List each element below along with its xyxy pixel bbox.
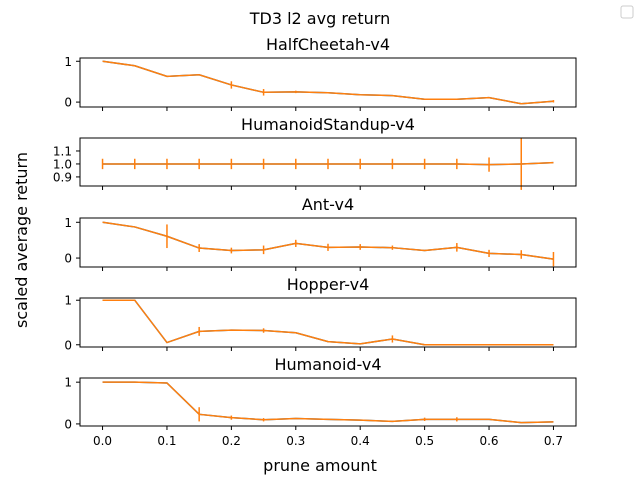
series-line xyxy=(102,381,554,424)
series-line-under xyxy=(102,299,554,346)
series-line-under xyxy=(102,381,554,424)
axes-frame xyxy=(79,137,577,187)
x-tick-label: 0.2 xyxy=(222,434,241,448)
x-tick-label: 0.4 xyxy=(351,434,370,448)
series-line xyxy=(102,221,554,260)
figure-suptitle: TD3 l2 avg return xyxy=(249,9,391,28)
subplot-0: HalfCheetah-v4 0 1 xyxy=(64,35,577,111)
subplot-title: Hopper-v4 xyxy=(287,275,370,294)
subplot-3: Hopper-v4 0 1 xyxy=(64,275,577,352)
subplot-2: Ant-v4 0 1 xyxy=(64,195,577,271)
x-axis-label: prune amount xyxy=(263,456,377,475)
subplot-title: Humanoid-v4 xyxy=(274,355,381,374)
y-tick-label: 0 xyxy=(64,338,72,352)
series-line xyxy=(102,60,554,105)
subplot-title: HalfCheetah-v4 xyxy=(266,35,390,54)
series-line-under xyxy=(102,221,554,260)
x-tick-label: 0.3 xyxy=(286,434,305,448)
axes-frame xyxy=(79,377,577,427)
y-tick-label: 0 xyxy=(64,96,72,110)
x-tick-label: 0.6 xyxy=(479,434,498,448)
y-tick-label: 1 xyxy=(64,294,72,308)
x-tick-label: 0.1 xyxy=(157,434,176,448)
y-tick-label: 0.9 xyxy=(53,170,72,184)
y-tick-label: 0 xyxy=(64,252,72,266)
x-tick-label: 0.5 xyxy=(415,434,434,448)
y-tick-label: 0 xyxy=(64,417,72,431)
legend-box xyxy=(620,5,634,19)
x-tick-label: 0.7 xyxy=(544,434,563,448)
axes-frame xyxy=(79,297,577,348)
y-axis-label: scaled average return xyxy=(12,152,31,328)
x-tick-label: 0.0 xyxy=(93,434,112,448)
y-tick-label: 1 xyxy=(64,376,72,390)
y-tick-label: 1.0 xyxy=(53,157,72,171)
subplot-panels: HalfCheetah-v4 0 1 HumanoidStandup-v4 0.91.0… xyxy=(53,35,577,448)
subplot-title: HumanoidStandup-v4 xyxy=(241,115,415,134)
axes-frame xyxy=(79,217,577,268)
axes-frame xyxy=(79,57,577,108)
subplot-4: Humanoid-v4 0 1 0.0 0.1 0.2 0.3 0.4 0.5 0.6 0.7 xyxy=(64,355,577,448)
subplot-1: HumanoidStandup-v4 0.91.01.1 xyxy=(53,115,577,190)
y-tick-label: 1 xyxy=(64,216,72,230)
y-tick-label: 1 xyxy=(64,55,72,69)
y-tick-label: 1.1 xyxy=(53,144,72,158)
subplot-title: Ant-v4 xyxy=(302,195,354,214)
series-line xyxy=(102,299,554,346)
